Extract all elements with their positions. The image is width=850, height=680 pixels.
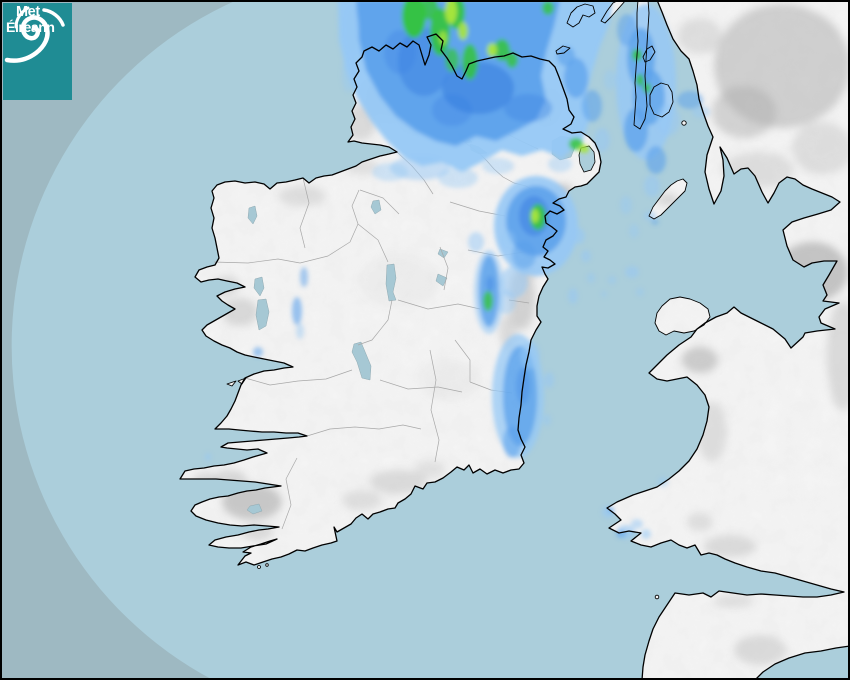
cyclone-spiral-icon	[4, 6, 65, 63]
met-eireann-logo: Met Éireann	[3, 3, 72, 100]
rainfall-layer	[205, 0, 710, 539]
coastline-layer	[179, 0, 850, 680]
